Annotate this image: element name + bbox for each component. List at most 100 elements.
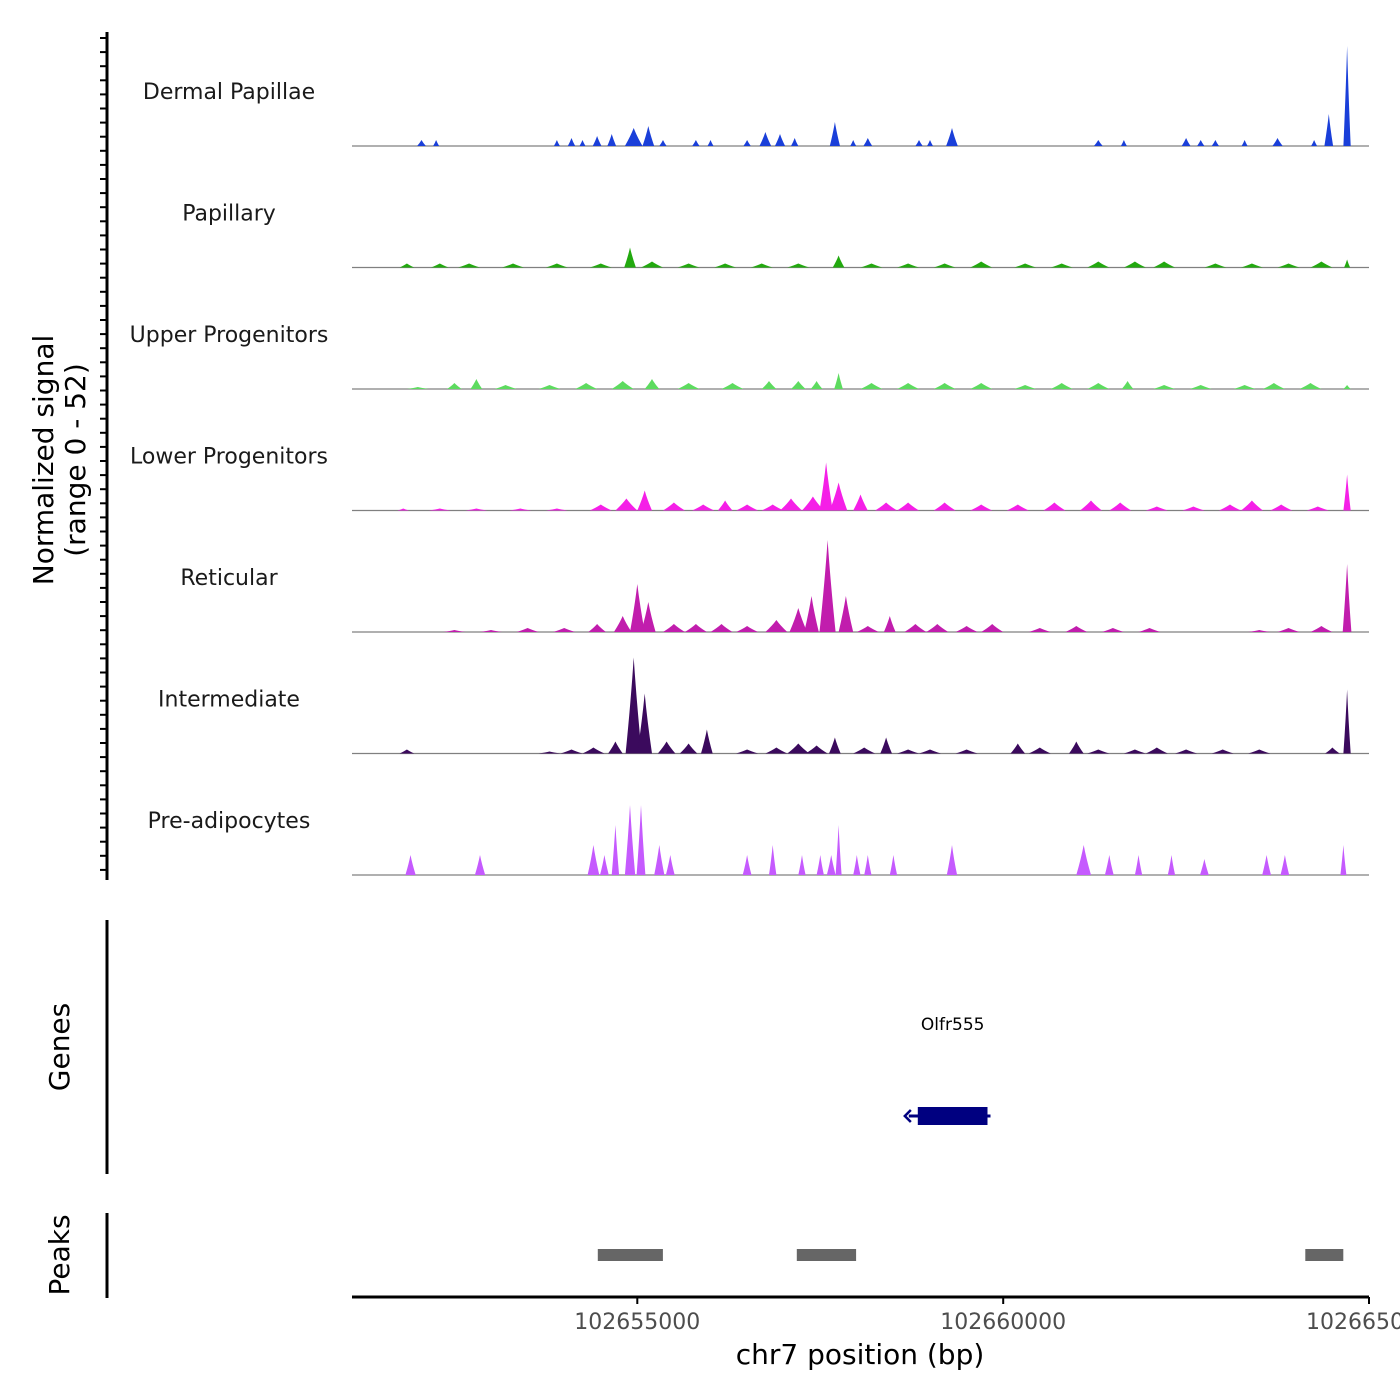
signal-peak: [970, 383, 993, 389]
signal-peak: [1241, 500, 1263, 511]
signal-peak: [1343, 689, 1351, 754]
signal-peak: [494, 385, 517, 389]
signal-peak: [579, 140, 586, 146]
signal-peak: [1311, 140, 1318, 146]
signal-peak: [447, 383, 462, 389]
signal-peak: [946, 845, 958, 875]
track-pre-adipocytes: Pre-adipocytes: [148, 805, 1369, 876]
signal-peak: [1340, 845, 1347, 875]
x-axis-ticks: 102655000 102660000 102665000: [574, 1297, 1400, 1335]
y-axis-title-range: (range 0 - 52): [59, 363, 92, 557]
signal-peak: [560, 749, 583, 754]
signal-peak: [933, 383, 956, 389]
signal-peak: [684, 624, 707, 632]
signal-peak: [897, 502, 919, 511]
signal-peak: [397, 508, 410, 511]
signal-peak: [981, 624, 1004, 632]
signal-peak: [926, 624, 949, 632]
signal-peak: [624, 247, 636, 268]
track-label-pre-adipocytes: Pre-adipocytes: [148, 809, 311, 834]
signal-peak: [1280, 855, 1290, 875]
signal-peak: [659, 140, 667, 146]
signal-peak: [1262, 383, 1285, 389]
track-label-lower-progenitors: Lower Progenitors: [130, 445, 328, 470]
signal-peak: [1087, 749, 1110, 754]
signal-peak: [692, 504, 715, 511]
track-label-intermediate: Intermediate: [158, 688, 300, 713]
signal-peak: [829, 737, 841, 754]
signal-peak: [654, 845, 665, 875]
signal-peak: [1342, 564, 1352, 632]
signal-peak: [582, 747, 605, 754]
signal-peak: [850, 140, 857, 146]
signal-peak: [804, 596, 819, 632]
signal-peak: [458, 263, 480, 268]
signal-peak: [1175, 749, 1198, 754]
signal-peak: [608, 741, 623, 754]
signal-peak: [860, 263, 883, 268]
track-label-reticular: Reticular: [180, 566, 278, 591]
signal-peak: [765, 620, 788, 632]
signal-peak: [946, 128, 958, 146]
signal-peak: [1043, 502, 1066, 511]
signal-peak: [1134, 855, 1143, 875]
signal-peak: [856, 626, 879, 632]
signal-peak: [553, 140, 560, 146]
signal-peak: [1248, 749, 1271, 754]
signal-peak: [641, 602, 656, 632]
signal-peak: [915, 140, 923, 146]
x-tick-label: 102665000: [1306, 1310, 1400, 1335]
signal-peak: [1028, 628, 1051, 632]
signal-peak: [853, 855, 861, 875]
signal-peak: [615, 498, 638, 511]
signal-peak: [970, 504, 993, 511]
signal-peak: [1343, 474, 1351, 511]
peaks-panel-label: Peaks: [43, 1214, 76, 1295]
signal-peak: [1248, 630, 1271, 632]
signal-peak: [1344, 259, 1351, 268]
signal-peak: [641, 261, 663, 268]
signal-peak: [663, 624, 685, 632]
signal-peak: [637, 490, 652, 511]
signal-peak: [819, 462, 833, 511]
signal-peak: [897, 383, 919, 389]
x-tick-label: 102660000: [940, 1310, 1066, 1335]
signal-peak: [743, 140, 751, 146]
signal-peak: [470, 379, 483, 389]
signal-peak: [624, 128, 643, 146]
signal-peak: [780, 498, 802, 511]
signal-peak: [835, 825, 842, 875]
signal-peak: [789, 608, 808, 632]
signal-peak: [1325, 747, 1340, 754]
signal-peak: [1211, 749, 1234, 754]
genes-panel-label: Genes: [43, 1003, 76, 1091]
signal-peak: [587, 845, 600, 875]
y-axis-title: Normalized signal: [27, 335, 60, 586]
signal-peak: [710, 624, 733, 632]
signal-peak: [637, 693, 652, 754]
signal-peak: [642, 126, 655, 146]
signal-peak: [405, 855, 416, 875]
signal-peak: [1065, 626, 1088, 632]
signal-peak: [701, 729, 713, 754]
signal-peak: [575, 383, 598, 389]
signal-peak: [502, 263, 524, 268]
signal-peak: [1167, 855, 1176, 875]
signal-peak: [692, 140, 700, 146]
track-upper-progenitors: Upper Progenitors: [130, 323, 1369, 390]
signal-peak: [665, 855, 675, 875]
signal-peak: [1270, 504, 1293, 511]
signal-peak: [636, 805, 646, 875]
signal-peak: [1233, 385, 1256, 389]
strand-arrow-icon: [903, 1109, 912, 1123]
signal-peak: [1343, 46, 1351, 146]
peak-region: [796, 1249, 857, 1261]
signal-peak: [1109, 502, 1132, 511]
signal-peak: [1200, 859, 1209, 875]
signal-peak: [630, 584, 645, 632]
gene-track: Olfr555: [903, 1015, 991, 1125]
signal-peak: [791, 381, 806, 389]
signal-peak: [553, 628, 576, 632]
signal-peak: [589, 263, 612, 268]
signal-peak: [1310, 626, 1333, 632]
